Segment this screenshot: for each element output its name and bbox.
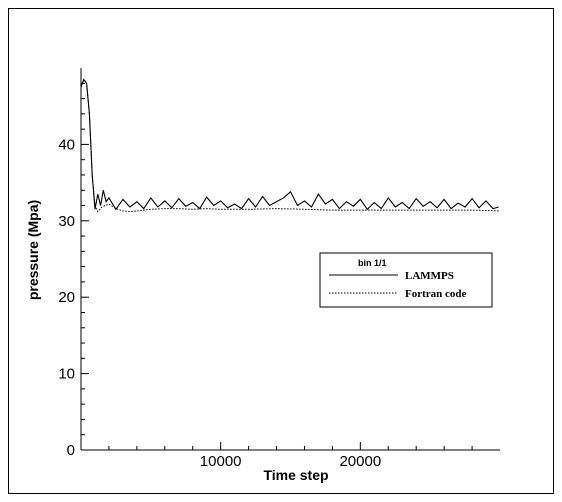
- series-line-fortran-code: [80, 78, 499, 213]
- chart-frame: [8, 8, 554, 494]
- legend-label-fortran: Fortran code: [405, 288, 467, 300]
- y-tick-label: 40: [58, 136, 75, 153]
- y-axis-label: pressure (Mpa): [25, 200, 41, 300]
- legend: bin 1/1 LAMMPS Fortran code: [319, 252, 493, 308]
- ticks: 0 10 20 30 40 10000 20000: [58, 82, 473, 470]
- y-tick-label: 0: [67, 442, 75, 459]
- legend-label-lammps: LAMMPS: [405, 270, 454, 282]
- legend-box: [319, 252, 493, 308]
- axes: [80, 68, 500, 451]
- x-tick-label: 20000: [339, 453, 381, 470]
- series-group: [80, 78, 499, 213]
- x-axis-label: Time step: [263, 467, 328, 483]
- y-tick-label: 10: [58, 366, 75, 383]
- legend-title: bin 1/1: [358, 258, 387, 268]
- y-tick-label: 20: [58, 289, 75, 306]
- series-line-lammps: [80, 78, 499, 211]
- y-tick-label: 30: [58, 213, 75, 230]
- x-tick-label: 10000: [200, 453, 242, 470]
